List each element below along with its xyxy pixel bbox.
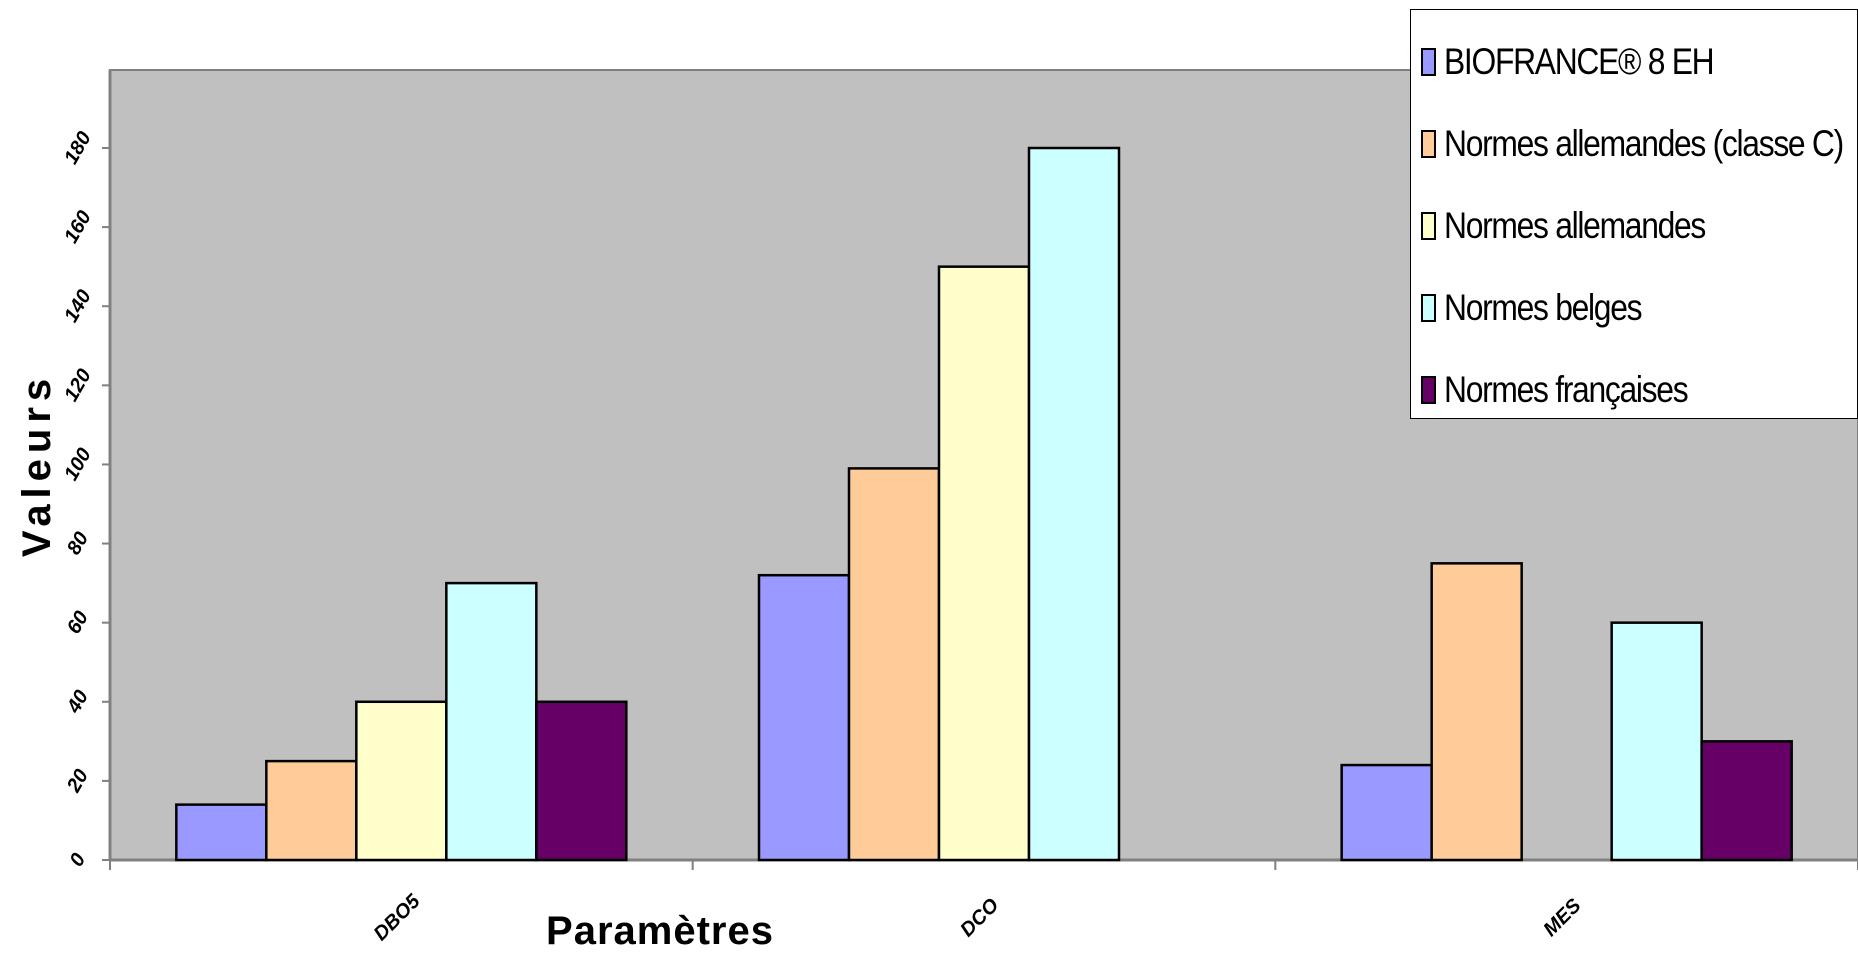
bar — [1430, 562, 1523, 862]
legend-item: Normes allemandes (classe C) — [1421, 114, 1858, 174]
legend-label: Normes belges — [1444, 287, 1643, 328]
y-tick-label: 120 — [60, 365, 96, 405]
legend-label: BIOFRANCE® 8 EH — [1444, 41, 1715, 82]
bar — [1700, 740, 1793, 862]
bar — [937, 265, 1031, 862]
y-tick-label: 180 — [60, 128, 96, 168]
y-tick-label: 140 — [60, 286, 96, 326]
bar — [1027, 146, 1121, 862]
bars-group — [175, 146, 1793, 862]
y-tick-label: 0 — [66, 850, 91, 871]
bar — [265, 759, 358, 862]
y-tick-label: 100 — [60, 444, 96, 484]
x-axis-title: Paramètres — [546, 909, 774, 953]
bar — [175, 803, 268, 862]
legend-swatch — [1421, 130, 1436, 158]
y-tick-label: 80 — [63, 528, 93, 558]
y-axis-ticks: 0 20 40 60 80 100 120 140 160 180 — [60, 128, 110, 870]
legend-swatch — [1421, 212, 1436, 240]
bar — [1610, 621, 1703, 862]
x-axis-ticks: DBO5 DCO MES — [109, 860, 1858, 945]
bar — [535, 700, 628, 862]
bar — [757, 573, 851, 862]
y-tick-label: 60 — [63, 608, 93, 638]
bar — [1340, 763, 1433, 862]
legend: BIOFRANCE® 8 EH Normes allemandes (classe… — [1410, 9, 1858, 419]
legend-item: BIOFRANCE® 8 EH — [1421, 32, 1757, 92]
legend-item: Normes françaises — [1421, 360, 1727, 420]
legend-swatch — [1421, 294, 1436, 322]
y-axis-title: Valeurs — [15, 373, 59, 557]
x-tick-label: DBO5 — [370, 890, 425, 945]
legend-item: Normes belges — [1421, 278, 1673, 338]
legend-label: Normes françaises — [1444, 369, 1689, 410]
bar — [445, 581, 538, 862]
bar — [847, 467, 941, 862]
y-tick-label: 160 — [60, 207, 96, 247]
y-tick-label: 20 — [62, 766, 93, 797]
legend-swatch — [1421, 48, 1436, 76]
x-tick-label: DCO — [956, 894, 1003, 941]
legend-label: Normes allemandes — [1444, 205, 1706, 246]
legend-item: Normes allemandes — [1421, 196, 1748, 256]
y-tick-label: 40 — [62, 687, 93, 718]
legend-swatch — [1421, 376, 1436, 404]
x-tick-label: MES — [1539, 894, 1586, 941]
legend-label: Normes allemandes (classe C) — [1444, 123, 1844, 164]
bar — [355, 700, 448, 862]
